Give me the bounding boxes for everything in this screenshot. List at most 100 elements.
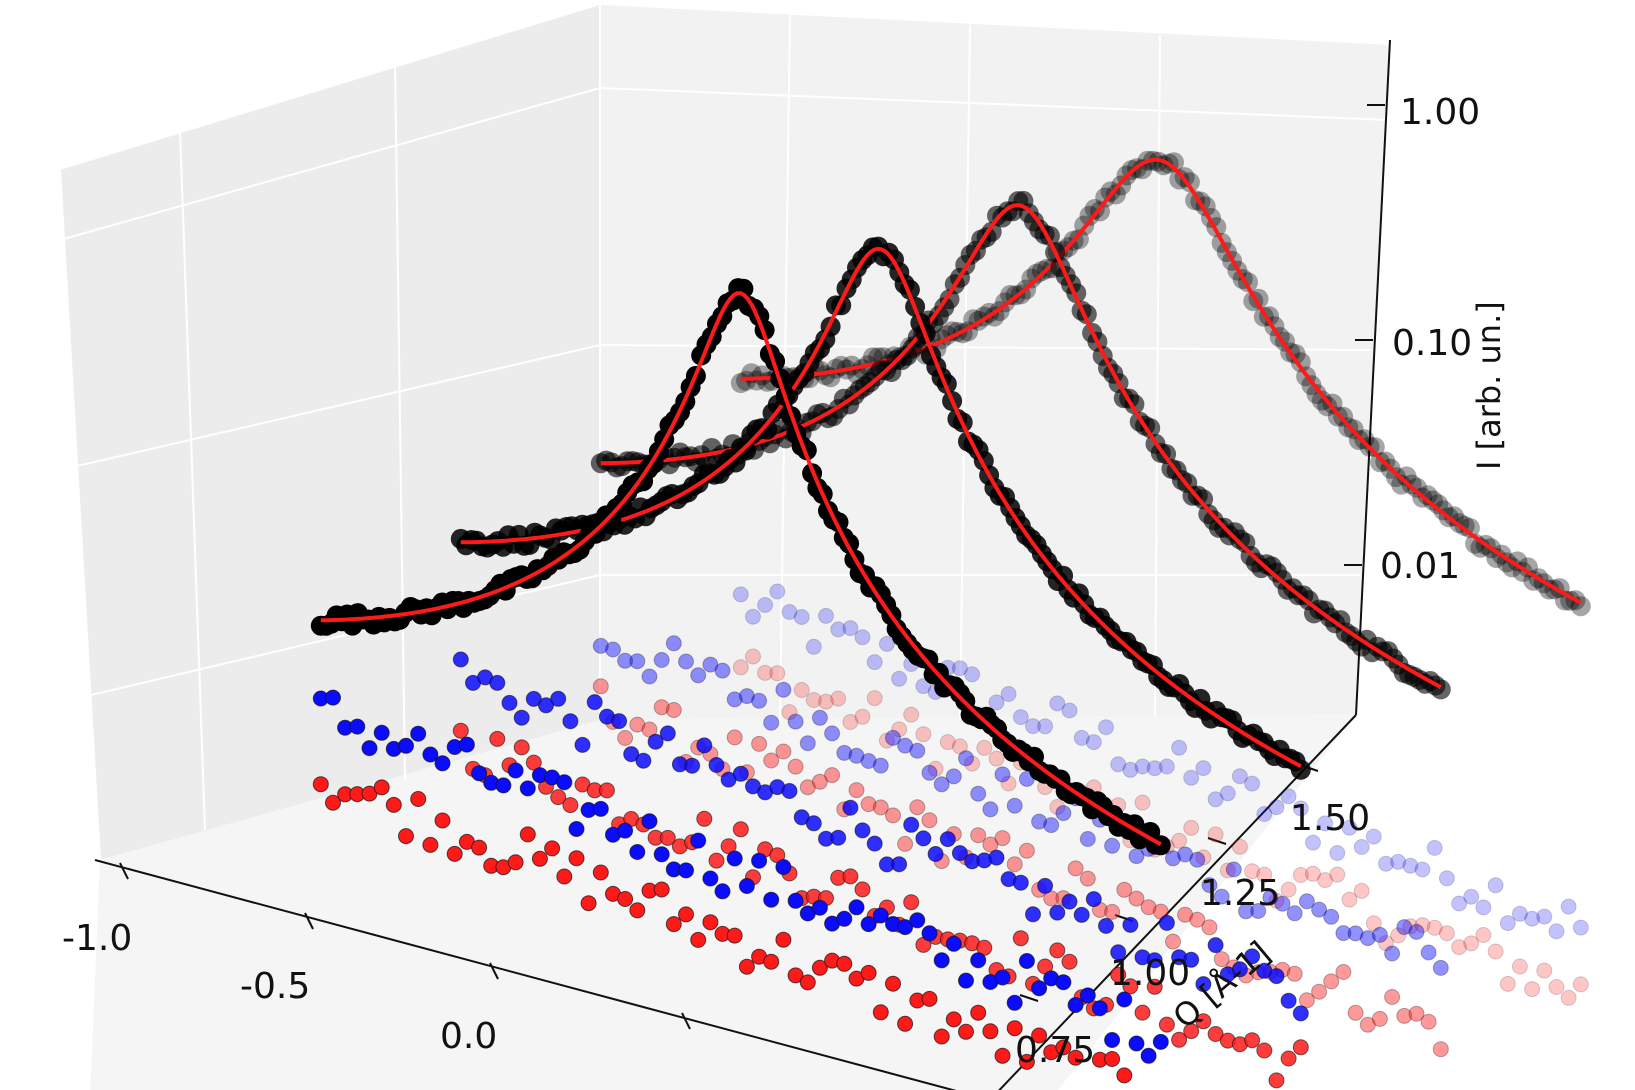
residual-point	[629, 902, 646, 919]
residual-point	[519, 780, 536, 797]
residual-point	[1286, 905, 1303, 922]
residual-point	[1018, 953, 1035, 969]
residual-point	[1018, 1053, 1035, 1070]
residual-point	[745, 608, 761, 625]
data-point	[1396, 466, 1417, 487]
residual-point	[434, 755, 451, 772]
residual-point	[598, 782, 615, 799]
residual-point	[1000, 775, 1017, 792]
data-point	[1518, 557, 1538, 578]
residual-point	[1256, 866, 1273, 883]
residual-point	[763, 752, 780, 769]
residual-point	[763, 953, 780, 970]
profile-series	[590, 190, 1451, 700]
residual-point	[696, 810, 713, 827]
residual-point	[1012, 874, 1029, 891]
residual-point	[1049, 799, 1066, 815]
residual-point	[702, 870, 719, 887]
residual-point	[556, 774, 573, 791]
residual-point	[1256, 806, 1273, 822]
residual-point	[690, 931, 707, 948]
residual-point	[1524, 910, 1541, 927]
residual-point	[1341, 891, 1358, 908]
residual-point	[885, 975, 901, 992]
residual-point	[1085, 734, 1102, 751]
residual-point	[1177, 846, 1194, 863]
residual-point	[1165, 933, 1181, 950]
residual-point	[757, 664, 774, 681]
residual-point	[1384, 945, 1401, 962]
residual-point	[665, 635, 682, 652]
residual-point	[1122, 916, 1139, 933]
residual-point	[1499, 915, 1516, 932]
grid-line	[1154, 34, 1161, 717]
residual-point	[1268, 892, 1285, 909]
residual-point	[1195, 976, 1212, 993]
residual-point	[1079, 870, 1096, 887]
residual-point	[501, 694, 518, 711]
residual-point	[1268, 799, 1285, 816]
residual-point	[732, 586, 749, 603]
residual-point	[1098, 719, 1114, 736]
residual-point	[513, 709, 530, 726]
residual-point	[653, 881, 670, 898]
residual-point	[897, 1015, 914, 1032]
residual-point	[1219, 785, 1236, 802]
residual-point	[1341, 819, 1358, 836]
residual-point	[775, 931, 792, 948]
residual-point	[641, 813, 658, 830]
residual-point	[945, 935, 962, 952]
residual-point	[611, 713, 628, 730]
residual-point	[921, 990, 938, 1007]
residual-point	[1317, 872, 1334, 889]
residual-point	[531, 850, 548, 867]
residual-point	[1305, 865, 1321, 882]
residual-point	[1311, 983, 1328, 1000]
data-point	[1459, 518, 1480, 538]
residual-point	[726, 691, 743, 708]
residual-point	[1432, 959, 1449, 976]
residual-point	[538, 697, 554, 714]
residual-point	[994, 1047, 1011, 1064]
residual-point	[586, 694, 603, 711]
data-point	[1391, 474, 1412, 495]
residual-point	[1073, 729, 1090, 746]
residual-point	[854, 881, 871, 898]
residual-point	[1414, 861, 1431, 878]
residual-point	[897, 835, 914, 852]
residual-point	[994, 830, 1011, 847]
residual-point	[933, 776, 950, 793]
residual-point	[1055, 805, 1072, 822]
residual-point	[1292, 1039, 1309, 1056]
residual-point	[1012, 709, 1029, 726]
residual-point	[824, 725, 841, 742]
residual-point	[1140, 1047, 1157, 1064]
residual-point	[830, 621, 847, 638]
residual-point	[580, 895, 597, 912]
residual-point	[1128, 1035, 1145, 1052]
residual-point	[1536, 962, 1553, 979]
y-tick	[1019, 994, 1039, 1002]
residual-point	[945, 1011, 962, 1028]
residual-point	[872, 799, 889, 816]
residual-point	[775, 859, 792, 875]
residual-point	[678, 653, 694, 670]
residual-point	[830, 829, 847, 846]
residual-point	[1371, 1010, 1388, 1027]
residual-point	[769, 583, 786, 600]
profile-series	[310, 278, 1171, 856]
residual-point	[738, 958, 755, 975]
residual-point	[1006, 1020, 1023, 1037]
residual-point	[678, 906, 694, 923]
residual-point	[1006, 797, 1023, 814]
y-tick-label: 1.50	[1290, 798, 1370, 839]
residual-point	[1061, 893, 1078, 910]
residual-point	[891, 856, 908, 873]
residual-point	[1408, 1005, 1425, 1022]
residual-point	[921, 812, 938, 829]
residual-point	[818, 693, 834, 710]
residual-point	[933, 952, 950, 969]
residual-point	[1079, 831, 1096, 847]
pane-right	[600, 5, 1390, 720]
